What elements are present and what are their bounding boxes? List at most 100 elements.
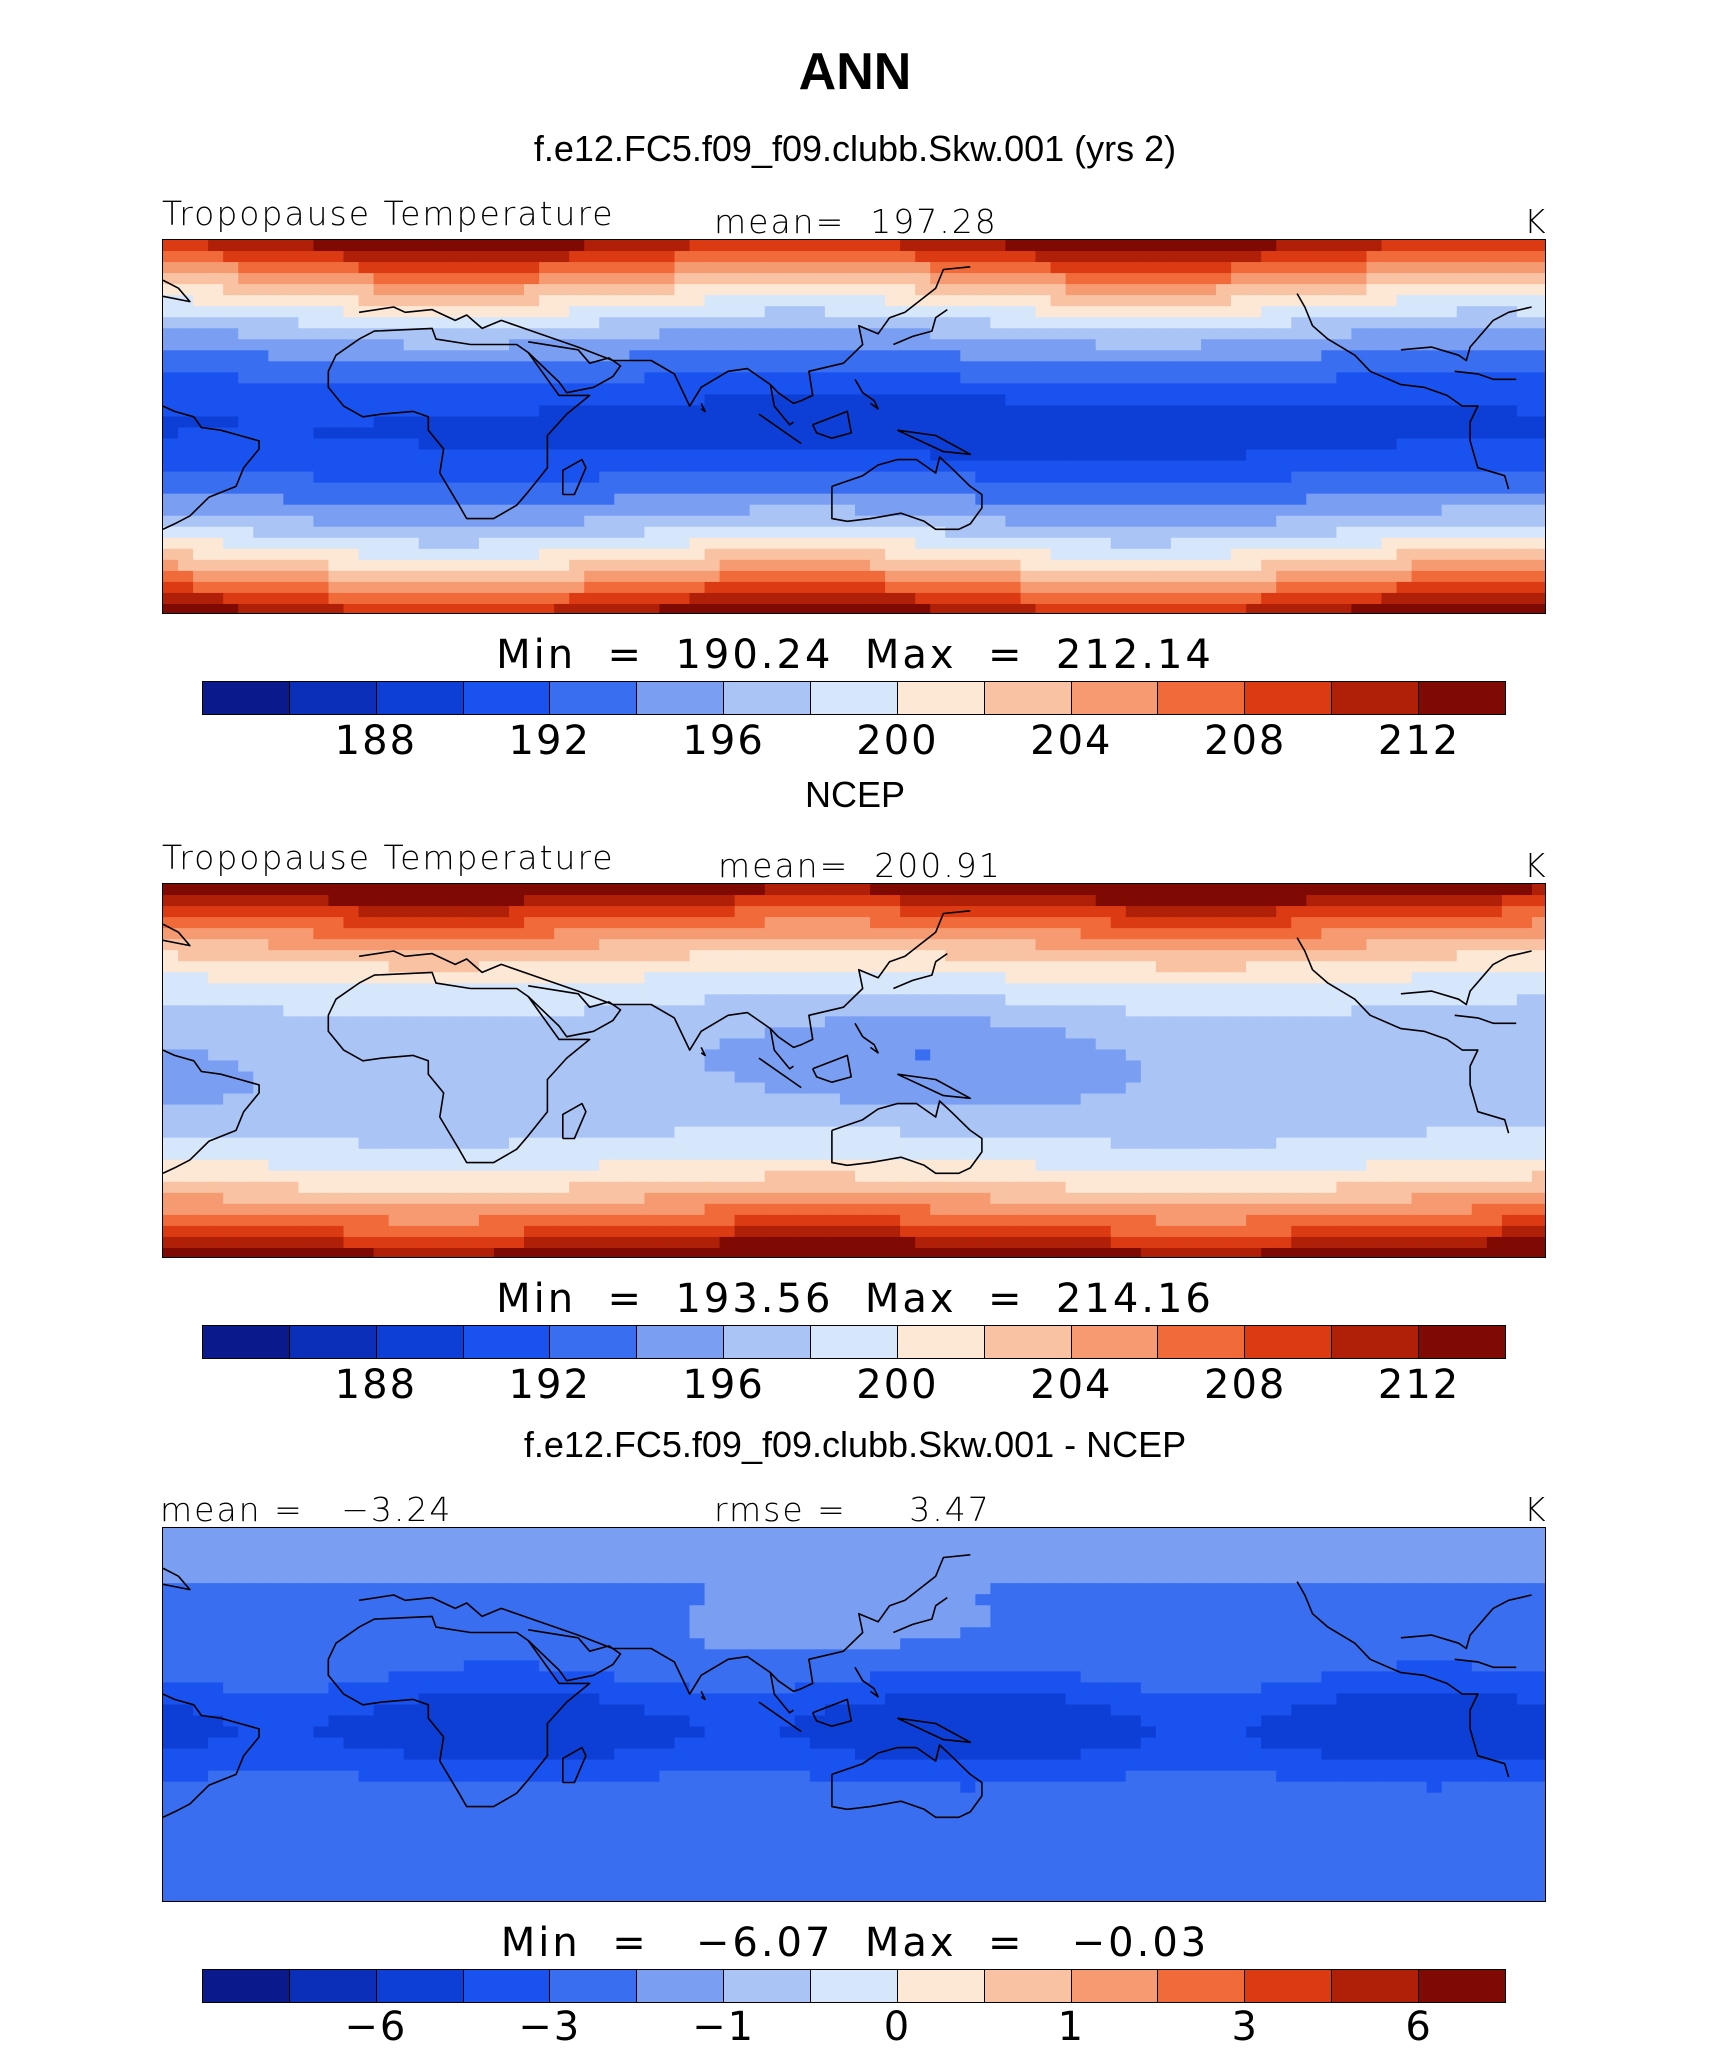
field-cell: [1351, 939, 1368, 951]
field-cell: [674, 405, 691, 418]
field-cell: [403, 1082, 420, 1095]
field-cell: [915, 438, 931, 451]
field-cell: [900, 1060, 916, 1073]
field-cell: [855, 895, 871, 907]
field-cell: [524, 950, 540, 962]
field-cell: [1441, 961, 1458, 973]
field-cell: [1381, 372, 1398, 384]
field-cell: [1216, 262, 1232, 274]
field-cell: [764, 548, 781, 561]
field-cell: [1050, 972, 1067, 984]
field-cell: [1381, 262, 1398, 274]
field-cell: [1351, 994, 1368, 1006]
field-cell: [373, 284, 390, 296]
field-cell: [1486, 504, 1503, 517]
field-cell: [433, 994, 450, 1006]
field-cell: [283, 581, 299, 594]
field-cell: [1170, 559, 1187, 572]
field-cell: [945, 240, 961, 252]
field-cell: [1035, 570, 1052, 583]
field-cell: [704, 482, 721, 495]
field-cell: [855, 526, 871, 539]
field-cell: [659, 284, 676, 296]
field-cell: [569, 1060, 585, 1073]
field-cell: [584, 1049, 600, 1062]
field-cell: [433, 983, 450, 995]
colorbar-swatch: [463, 682, 551, 714]
field-cell: [418, 895, 435, 907]
field-cell: [313, 328, 330, 340]
field-cell: [1246, 306, 1262, 318]
field-cell: [1411, 240, 1428, 252]
field-cell: [1426, 961, 1443, 973]
field-cell: [1050, 306, 1067, 318]
field-cell: [1050, 273, 1067, 285]
field-cell: [734, 917, 751, 929]
field-cell: [1261, 950, 1277, 962]
field-cell: [975, 581, 991, 594]
field-cell: [674, 537, 691, 550]
field-cell: [870, 983, 886, 995]
field-cell: [1411, 262, 1428, 274]
field-cell: [870, 1071, 886, 1084]
field-cell: [463, 928, 480, 940]
field-cell: [1381, 273, 1398, 285]
field-cell: [885, 405, 901, 418]
field-cell: [463, 603, 480, 613]
field-cell: [524, 394, 540, 407]
field-cell: [885, 1038, 901, 1051]
field-cell: [930, 928, 946, 940]
field-cell: [208, 460, 224, 473]
field-cell: [343, 917, 360, 929]
field-cell: [343, 350, 360, 362]
field-cell: [900, 405, 916, 418]
field-cell: [614, 240, 630, 252]
field-cell: [1020, 504, 1037, 517]
field-cell: [1080, 394, 1097, 407]
field-cell: [554, 339, 570, 351]
field-cell: [539, 928, 555, 940]
field-cell: [824, 262, 841, 274]
field-cell: [1516, 972, 1533, 984]
field-cell: [1306, 416, 1322, 429]
field-cell: [1351, 570, 1368, 583]
field-cell: [1020, 570, 1037, 583]
field-cell: [855, 884, 871, 896]
field-cell: [1095, 339, 1112, 351]
field-cell: [839, 537, 856, 550]
field-cell: [163, 405, 179, 418]
colorbar-swatch: [1419, 682, 1505, 714]
field-cell: [433, 603, 450, 613]
field-cell: [1110, 939, 1127, 951]
field-cell: [343, 295, 360, 307]
field-cell: [1170, 928, 1187, 940]
field-cell: [1291, 1082, 1307, 1095]
field-cell: [1095, 548, 1112, 561]
field-cell: [764, 1082, 781, 1095]
field-cell: [1170, 1027, 1187, 1040]
field-cell: [990, 1071, 1007, 1084]
coastline: [893, 308, 948, 346]
field-cell: [418, 917, 435, 929]
field-cell: [1246, 504, 1262, 517]
field-cell: [1050, 559, 1067, 572]
field-cell: [1170, 526, 1187, 539]
field-cell: [1411, 581, 1428, 594]
field-cell: [1110, 394, 1127, 407]
field-cell: [208, 482, 224, 495]
field-cell: [1005, 295, 1022, 307]
field-cell: [1486, 427, 1503, 440]
field-cell: [1276, 471, 1292, 484]
field-cell: [764, 240, 781, 252]
field-cell: [1170, 438, 1187, 451]
field-cell: [509, 273, 525, 285]
field-cell: [1441, 1082, 1458, 1095]
field-cell: [839, 350, 856, 362]
field-cell: [839, 1060, 856, 1073]
field-cell: [1321, 592, 1337, 605]
field-cell: [554, 449, 570, 462]
field-cell: [1306, 1049, 1322, 1062]
field-cell: [614, 394, 630, 407]
field-cell: [1456, 906, 1473, 918]
field-cell: [1261, 537, 1277, 550]
